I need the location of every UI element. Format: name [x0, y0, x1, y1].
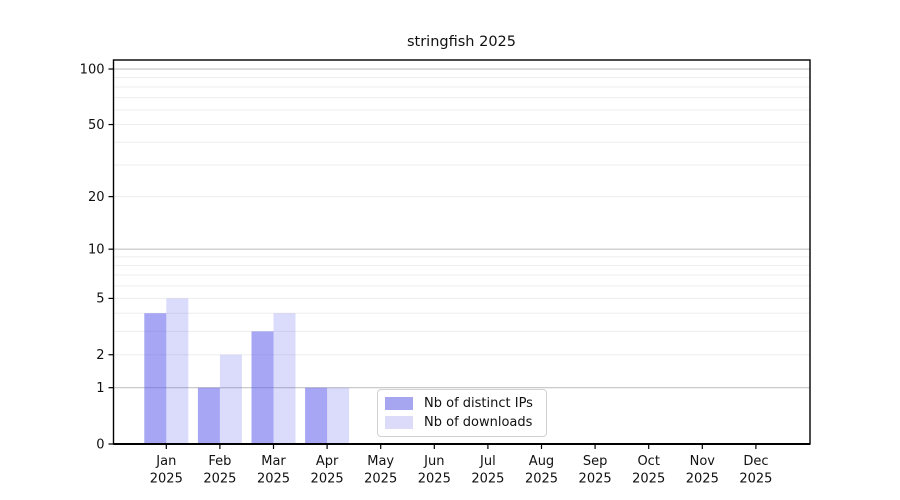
- bar-apr-distinct-ips: [305, 387, 328, 444]
- y-tick-label-5: 5: [96, 292, 104, 307]
- bar-mar-downloads: [273, 313, 296, 444]
- legend-label-downloads: Nb of downloads: [424, 415, 533, 430]
- y-tick-label-20: 20: [88, 190, 105, 205]
- chart-title: stringfish 2025: [406, 34, 516, 50]
- x-tick-label-year-jun: 2025: [418, 472, 451, 487]
- x-tick-label-month-nov: Nov: [690, 454, 716, 469]
- x-tick-label-month-jun: Jun: [423, 454, 444, 469]
- x-tick-label-year-oct: 2025: [632, 472, 665, 487]
- x-tick-label-month-dec: Dec: [743, 454, 768, 469]
- x-tick-label-year-aug: 2025: [525, 472, 558, 487]
- y-tick-label-50: 50: [88, 118, 105, 133]
- x-tick-label-year-nov: 2025: [686, 472, 719, 487]
- legend-label-distinct-ips: Nb of distinct IPs: [424, 396, 533, 411]
- x-tick-label-year-apr: 2025: [311, 472, 344, 487]
- bar-jan-distinct-ips: [144, 313, 167, 444]
- x-tick-label-month-aug: Aug: [529, 454, 554, 469]
- x-tick-label-month-apr: Apr: [316, 454, 339, 469]
- x-tick-label-year-mar: 2025: [257, 472, 290, 487]
- x-tick-label-month-jan: Jan: [155, 454, 176, 469]
- y-tick-label-1: 1: [96, 381, 104, 396]
- bar-feb-distinct-ips: [197, 387, 220, 444]
- x-tick-label-year-may: 2025: [364, 472, 397, 487]
- legend-swatch-downloads: [385, 416, 413, 429]
- legend-entry-downloads: Nb of downloads: [385, 415, 540, 430]
- bar-mar-distinct-ips: [251, 331, 274, 444]
- bar-jan-downloads: [166, 298, 189, 444]
- plot-border: [112, 59, 811, 445]
- x-tick-label-month-mar: Mar: [261, 454, 286, 469]
- x-tick-label-year-jan: 2025: [150, 472, 183, 487]
- x-tick-label-month-may: May: [367, 454, 394, 469]
- y-tick-label-100: 100: [80, 62, 105, 77]
- bar-feb-downloads: [219, 354, 242, 444]
- x-tick-label-month-jul: Jul: [479, 454, 496, 469]
- x-tick-label-year-sep: 2025: [579, 472, 612, 487]
- x-tick-label-year-dec: 2025: [739, 472, 772, 487]
- y-tick-label-0: 0: [96, 437, 104, 452]
- x-tick-label-month-sep: Sep: [583, 454, 608, 469]
- legend-entry-distinct-ips: Nb of distinct IPs: [385, 396, 540, 411]
- legend-swatch-distinct-ips: [385, 397, 413, 410]
- x-tick-label-month-feb: Feb: [208, 454, 231, 469]
- x-tick-label-year-feb: 2025: [203, 472, 236, 487]
- legend: Nb of distinct IPs Nb of downloads: [377, 389, 547, 437]
- y-tick-label-2: 2: [96, 348, 104, 363]
- y-tick-label-10: 10: [88, 242, 105, 257]
- bar-apr-downloads: [327, 387, 350, 444]
- x-tick-label-year-jul: 2025: [471, 472, 504, 487]
- x-tick-label-month-oct: Oct: [637, 454, 659, 469]
